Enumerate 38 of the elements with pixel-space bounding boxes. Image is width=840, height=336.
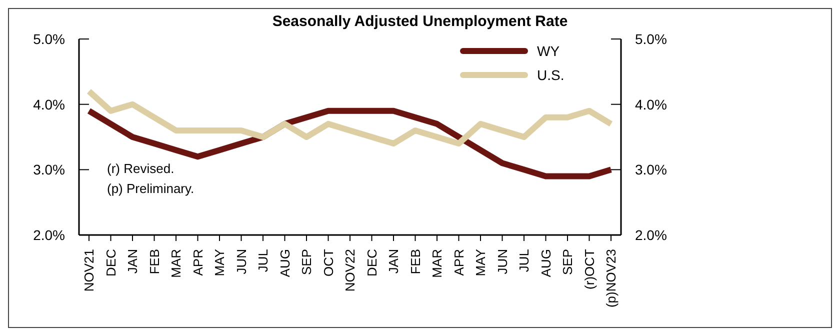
x-tick-label: JUL — [256, 249, 270, 272]
y2-tick-label: 3.0% — [635, 162, 667, 178]
y2-tick-label: 5.0% — [635, 30, 667, 47]
x-tick-label: MAR — [168, 249, 184, 278]
x-tick-label: JUN — [494, 249, 510, 274]
x-tick-label: MAY — [212, 248, 227, 276]
x-tick-label: JAN — [125, 249, 140, 274]
x-tick-label: AUG — [277, 249, 292, 278]
x-tick-label: JUL — [516, 249, 532, 272]
y2-tick-label: 2.0% — [635, 226, 667, 243]
x-tick-label: SEP — [560, 249, 575, 276]
x-tick-label: JUN — [234, 249, 249, 274]
x-tick-label: (p)NOV23 — [604, 249, 618, 308]
y-tick-label: 4.0% — [33, 96, 65, 112]
x-tick-label: DEC — [364, 249, 380, 276]
x-tick-label: AUG — [538, 249, 554, 278]
x-tick-label: DEC — [103, 249, 118, 276]
x-tick-label: SEP — [299, 249, 314, 276]
x-tick-label: (r)OCT — [582, 248, 597, 290]
chart-title: Seasonally Adjusted Unemployment Rate — [271, 13, 569, 30]
x-tick-label: MAY — [473, 248, 488, 276]
y-tick-label: 2.0% — [33, 226, 65, 243]
x-tick-label: JAN — [386, 249, 401, 274]
x-tick-label: NOV22 — [342, 249, 358, 292]
annotation: (r) Revised. — [107, 160, 176, 178]
x-tick-label: FEB — [408, 249, 423, 274]
x-tick-label: APR — [190, 249, 206, 276]
x-tick-label: MAR — [430, 249, 444, 278]
x-tick-label: OCT — [320, 248, 336, 276]
legend-label: WY — [537, 43, 560, 59]
x-tick-label: APR — [451, 249, 466, 276]
y-tick-label: 5.0% — [33, 30, 65, 47]
x-tick-label: NOV21 — [82, 249, 96, 292]
legend-label: U.S. — [537, 67, 564, 83]
annotation: (p) Preliminary. — [107, 180, 194, 198]
y-tick-label: 3.0% — [33, 162, 65, 178]
x-tick-label: FEB — [146, 249, 162, 274]
y2-tick-label: 4.0% — [635, 96, 667, 112]
